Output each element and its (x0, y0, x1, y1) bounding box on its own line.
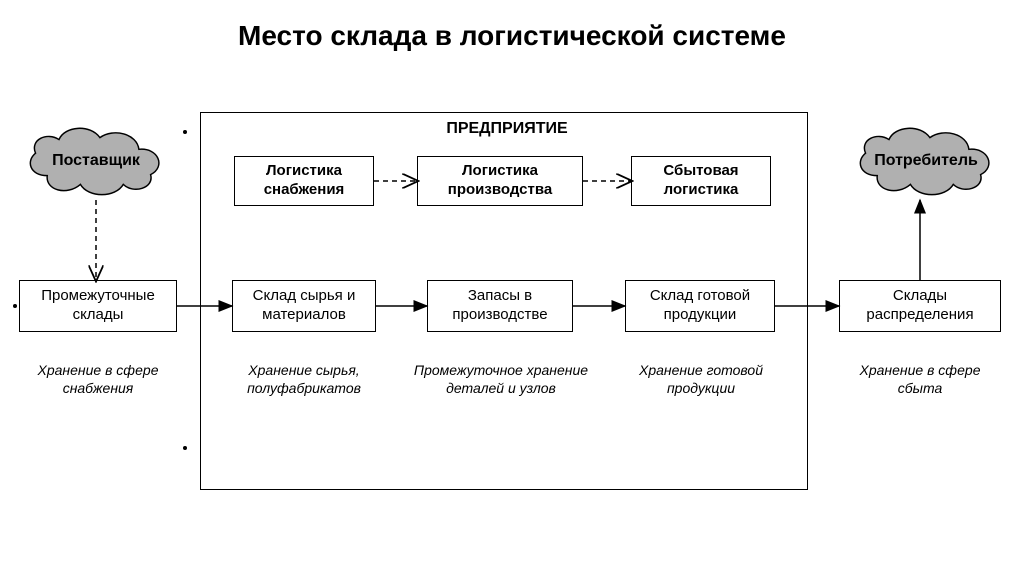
node-production-logistics: Логистика производства (417, 156, 583, 206)
flowchart-diagram: ПРЕДПРИЯТИЕ Поставщик Потребитель Логист… (7, 82, 1017, 542)
decorative-dot (183, 130, 187, 134)
node-work-in-progress: Запасы в производстве (427, 280, 573, 332)
cloud-supplier-label: Поставщик (17, 122, 175, 200)
caption-intermediate-storage: Промежуточное хранение деталей и узлов (411, 362, 591, 397)
node-raw-materials-warehouse: Склад сырья и материалов (232, 280, 376, 332)
page-title: Место склада в логистической системе (0, 0, 1024, 82)
node-supply-logistics: Логистика снабжения (234, 156, 374, 206)
caption-finished-storage: Хранение готовой продукции (623, 362, 779, 397)
decorative-dot (183, 446, 187, 450)
node-intermediate-warehouses: Промежуточные склады (19, 280, 177, 332)
decorative-dot (13, 304, 17, 308)
caption-sales-storage: Хранение в сфере сбыта (849, 362, 991, 397)
caption-raw-storage: Хранение сырья, полуфабрикатов (221, 362, 387, 397)
cloud-consumer-label: Потребитель (845, 122, 1007, 200)
node-sales-logistics: Сбытовая логистика (631, 156, 771, 206)
node-distribution-warehouses: Склады распределения (839, 280, 1001, 332)
enterprise-title: ПРЕДПРИЯТИЕ (407, 120, 607, 138)
caption-supply-storage: Хранение в сфере снабжения (27, 362, 169, 397)
cloud-consumer: Потребитель (845, 122, 1007, 200)
cloud-supplier: Поставщик (17, 122, 175, 200)
node-finished-goods-warehouse: Склад готовой продукции (625, 280, 775, 332)
